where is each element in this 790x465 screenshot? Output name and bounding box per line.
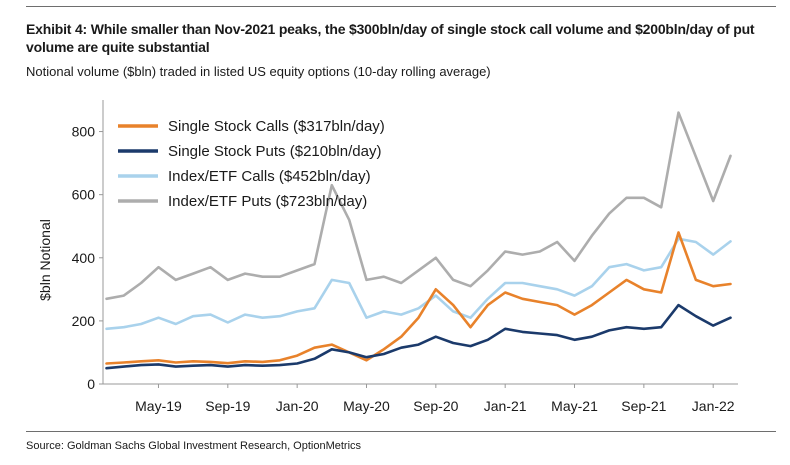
x-tick-label: Jan-21 bbox=[484, 398, 527, 414]
series-line-single-stock-puts bbox=[105, 303, 732, 370]
y-tick-label: 800 bbox=[72, 124, 96, 140]
y-tick-label: 600 bbox=[72, 187, 96, 203]
x-tick-label: Jan-22 bbox=[692, 398, 735, 414]
y-tick-label: 200 bbox=[72, 313, 96, 329]
chart-title: Exhibit 4: While smaller than Nov-2021 p… bbox=[26, 21, 755, 55]
x-tick-label: Jan-20 bbox=[276, 398, 319, 414]
legend-label: Index/ETF Calls ($452bln/day) bbox=[168, 168, 371, 185]
source-note: Source: Goldman Sachs Global Investment … bbox=[26, 440, 362, 452]
x-tick-label: Sep-20 bbox=[413, 398, 458, 414]
series-line-single-stock-calls bbox=[105, 231, 732, 365]
footer-rule bbox=[26, 431, 776, 432]
title-rule bbox=[26, 6, 776, 7]
x-tick-label: May-19 bbox=[135, 398, 182, 414]
y-tick-label: 400 bbox=[72, 250, 96, 266]
x-tick-label: Sep-21 bbox=[621, 398, 666, 414]
x-tick-label: Sep-19 bbox=[205, 398, 250, 414]
chart-subtitle: Notional volume ($bln) traded in listed … bbox=[26, 64, 491, 79]
x-tick-label: May-21 bbox=[551, 398, 598, 414]
y-tick-label: 0 bbox=[87, 376, 95, 392]
y-axis-label: $bln Notional bbox=[37, 219, 53, 301]
series-line-index-etf-calls bbox=[105, 237, 732, 331]
legend-label: Index/ETF Puts ($723bln/day) bbox=[168, 193, 367, 210]
series-line-index-etf-puts bbox=[105, 111, 732, 301]
legend-label: Single Stock Puts ($210bln/day) bbox=[168, 143, 381, 160]
x-tick-label: May-20 bbox=[343, 398, 390, 414]
legend-label: Single Stock Calls ($317bln/day) bbox=[168, 118, 385, 135]
